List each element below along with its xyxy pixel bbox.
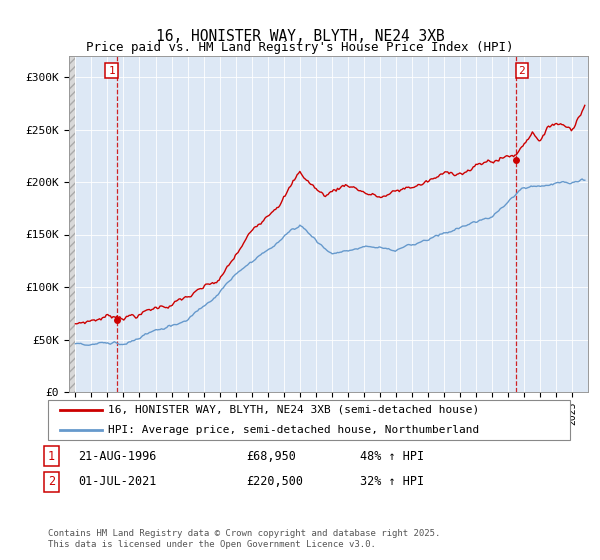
Point bbox=[113, 315, 122, 324]
Text: 16, HONISTER WAY, BLYTH, NE24 3XB: 16, HONISTER WAY, BLYTH, NE24 3XB bbox=[155, 29, 445, 44]
Text: 21-AUG-1996: 21-AUG-1996 bbox=[78, 450, 157, 463]
Text: 1: 1 bbox=[48, 450, 55, 463]
Text: Price paid vs. HM Land Registry's House Price Index (HPI): Price paid vs. HM Land Registry's House … bbox=[86, 41, 514, 54]
Text: 32% ↑ HPI: 32% ↑ HPI bbox=[360, 475, 424, 488]
Text: 48% ↑ HPI: 48% ↑ HPI bbox=[360, 450, 424, 463]
Text: £220,500: £220,500 bbox=[246, 475, 303, 488]
Text: Contains HM Land Registry data © Crown copyright and database right 2025.
This d: Contains HM Land Registry data © Crown c… bbox=[48, 529, 440, 549]
Point bbox=[511, 156, 521, 165]
Text: HPI: Average price, semi-detached house, Northumberland: HPI: Average price, semi-detached house,… bbox=[108, 425, 479, 435]
Text: 2: 2 bbox=[518, 66, 525, 76]
Text: 01-JUL-2021: 01-JUL-2021 bbox=[78, 475, 157, 488]
Text: 2: 2 bbox=[48, 475, 55, 488]
Text: £68,950: £68,950 bbox=[246, 450, 296, 463]
Text: 1: 1 bbox=[108, 66, 115, 76]
Text: 16, HONISTER WAY, BLYTH, NE24 3XB (semi-detached house): 16, HONISTER WAY, BLYTH, NE24 3XB (semi-… bbox=[108, 405, 479, 415]
Bar bbox=[69, 56, 76, 392]
